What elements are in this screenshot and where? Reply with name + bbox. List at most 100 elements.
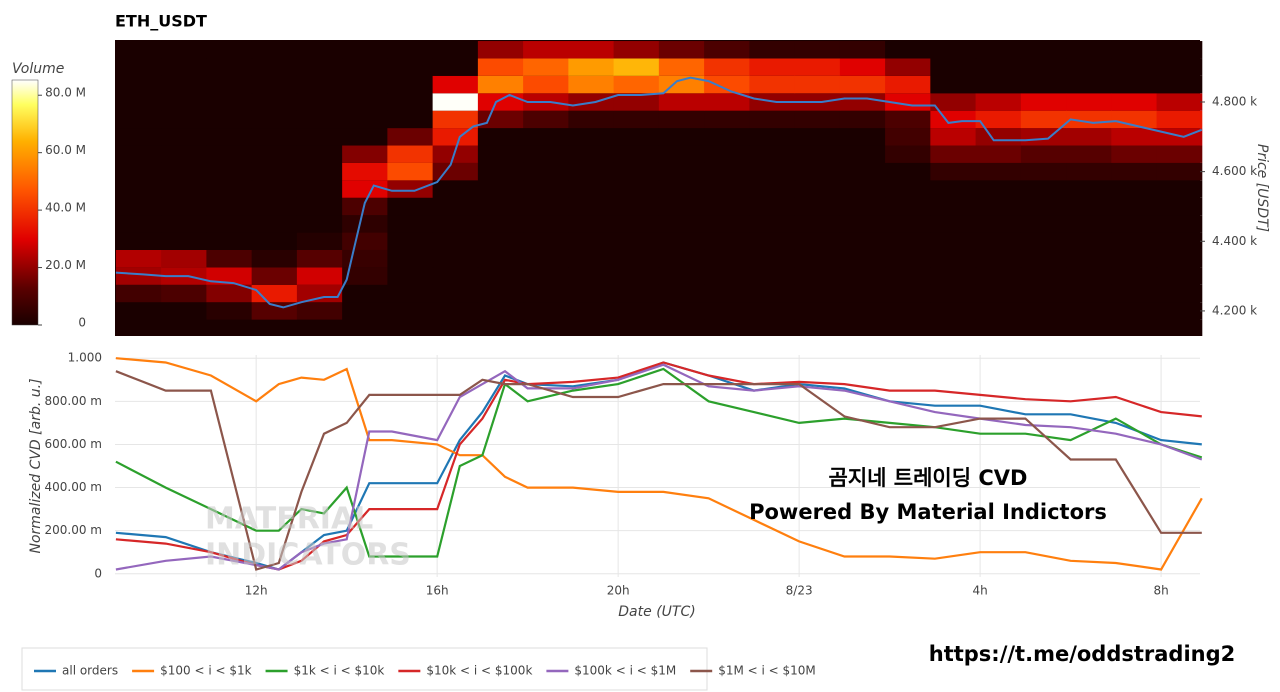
heat-cell (523, 58, 569, 76)
heat-cell (975, 93, 1022, 111)
heat-cell (432, 319, 479, 336)
heat-cell (387, 128, 434, 146)
heat-cell (523, 232, 569, 250)
heat-cell (839, 267, 886, 285)
legend-label[interactable]: all orders (62, 664, 118, 678)
heat-cell (1156, 75, 1203, 94)
legend-label[interactable]: $10k < i < $100k (426, 664, 532, 678)
heat-cell (115, 41, 162, 59)
heat-cell (387, 58, 434, 76)
heat-cell (930, 58, 977, 76)
heat-cell (794, 41, 841, 59)
heat-cell (885, 128, 931, 146)
heat-cell (930, 128, 977, 146)
y-tick-label: 4.600 k (1212, 164, 1257, 178)
heat-cell (296, 145, 343, 163)
heat-cell (1156, 319, 1203, 336)
heat-cell (523, 197, 569, 216)
heat-cell (296, 58, 343, 76)
heat-cell (839, 75, 886, 94)
heat-cell (296, 128, 343, 146)
heat-cell (704, 267, 750, 285)
heat-cell (704, 41, 750, 59)
heat-cell (296, 267, 343, 285)
heat-cell (1020, 145, 1067, 163)
heat-cell (115, 180, 162, 198)
heat-cell (885, 145, 931, 163)
heat-cell (206, 215, 253, 233)
legend-label[interactable]: $100 < i < $1k (160, 664, 252, 678)
heat-cell (839, 58, 886, 76)
heat-cell (704, 75, 750, 94)
heat-cell (613, 232, 660, 250)
heat-cell (342, 197, 388, 216)
heat-cell (885, 249, 931, 268)
heat-cell (658, 41, 705, 59)
heat-cell (387, 41, 434, 59)
heat-cell (1111, 110, 1158, 129)
heat-cell (975, 145, 1022, 163)
heat-cell (568, 180, 615, 198)
heat-cell (296, 215, 343, 233)
heat-cell (1020, 197, 1067, 216)
heat-cell (613, 75, 660, 94)
heat-cell (1156, 58, 1203, 76)
y-tick-label: 0 (94, 566, 102, 580)
heat-cell (161, 215, 207, 233)
heat-cell (749, 284, 796, 303)
heat-cell (930, 232, 977, 250)
heat-cell (704, 180, 750, 198)
x-tick-label: 12h (245, 584, 268, 598)
heat-cell (839, 319, 886, 336)
footer-link[interactable]: https://t.me/oddstrading2 (929, 642, 1236, 666)
heat-cell (1156, 267, 1203, 285)
chart-title: ETH_USDT (115, 12, 207, 31)
heat-cell (251, 162, 298, 181)
heat-cell (161, 197, 207, 216)
heat-cell (1020, 319, 1067, 336)
heat-cell (432, 215, 479, 233)
heat-cell (206, 302, 253, 320)
heat-cell (794, 284, 841, 303)
heat-cell (885, 197, 931, 216)
heat-cell (568, 267, 615, 285)
heat-cell (568, 41, 615, 59)
heat-cell (658, 145, 705, 163)
heat-cell (568, 58, 615, 76)
heat-cell (885, 180, 931, 198)
heat-cell (342, 93, 388, 111)
heat-cell (704, 110, 750, 129)
heat-cell (794, 267, 841, 285)
heat-cell (523, 284, 569, 303)
heat-cell (568, 284, 615, 303)
legend-label[interactable]: $100k < i < $1M (574, 664, 676, 678)
legend-label[interactable]: $1k < i < $10k (294, 664, 385, 678)
heat-cell (930, 249, 977, 268)
heat-cell (1156, 215, 1203, 233)
heat-cell (613, 284, 660, 303)
heat-cell (432, 180, 479, 198)
watermark: MATERIAL (205, 502, 373, 537)
heat-cell (1156, 41, 1203, 59)
heat-cell (387, 267, 434, 285)
heat-cell (432, 284, 479, 303)
heat-cell (523, 180, 569, 198)
heat-cell (613, 110, 660, 129)
y2-axis-label: Price [USDT] (1254, 144, 1270, 232)
heat-cell (115, 249, 162, 268)
heat-cell (387, 249, 434, 268)
heat-cell (432, 93, 479, 111)
heat-cell (930, 267, 977, 285)
y-tick-label: 600.00 m (45, 437, 103, 451)
heat-cell (251, 249, 298, 268)
heat-cell (1111, 128, 1158, 146)
legend-label[interactable]: $1M < i < $10M (718, 664, 816, 678)
heat-cell (930, 197, 977, 216)
heat-cell (794, 110, 841, 129)
y-tick-label: 800.00 m (45, 394, 103, 408)
heat-cell (115, 110, 162, 129)
heat-cell (568, 75, 615, 94)
heat-cell (161, 93, 207, 111)
heat-cell (523, 41, 569, 59)
